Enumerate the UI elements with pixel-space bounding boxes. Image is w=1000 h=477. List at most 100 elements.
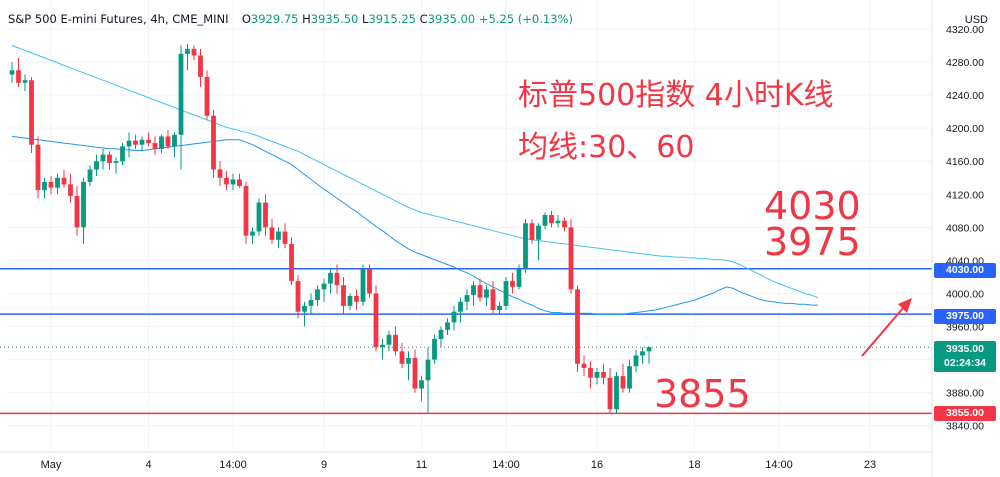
candle-body [562,220,567,228]
candle-body [360,268,366,302]
candle-body [87,169,93,182]
candle-body [633,355,639,367]
candle-body [425,359,431,381]
candle-body [334,272,340,286]
candle [250,227,255,244]
y-tick-label: 4280.00 [946,57,984,69]
candle [601,363,606,385]
candle-body [94,161,99,170]
candle-body [354,295,359,302]
annotation-3855: 3855 [654,372,751,416]
candle-body [588,367,593,378]
candle-body [282,231,288,244]
x-tick-label: 14:00 [219,459,247,471]
low-value: 3915.25 [368,12,416,26]
y-tick-label: 3840.00 [946,421,984,433]
candle [139,136,145,152]
candle-body [581,363,587,368]
candle-body [497,305,502,311]
close-label: C [419,12,428,26]
candle [204,70,210,120]
candle [191,45,197,61]
candle-body [237,179,242,187]
candle-body [178,53,184,135]
candle [633,349,639,373]
candle [438,326,444,348]
candle [484,285,489,306]
candle-body [100,154,106,162]
candle-body [575,289,580,364]
candle-body [185,48,190,54]
candle-body [152,143,158,149]
candle [113,157,119,174]
candle [159,134,164,153]
candle-body [549,214,554,224]
candle-body [9,70,15,75]
candle-body [113,161,119,163]
candle [55,173,60,195]
candle [107,151,112,170]
candle [542,212,548,230]
low-label: L [362,12,369,26]
candle-body [445,322,450,330]
candle [276,227,281,249]
candle [412,349,418,393]
candle-body [484,289,489,298]
candle [120,143,125,166]
candle [568,219,574,294]
candle-body [542,214,548,226]
x-tick-label: 14:00 [492,459,520,471]
close-value: 3935.00 [427,12,476,26]
candle [627,359,632,393]
candle-body [269,227,275,240]
y-tick-label: 3960.00 [946,322,984,334]
candle-body [263,202,268,228]
high-label: H [302,12,311,26]
x-tick-label: 9 [321,459,327,471]
candle [497,301,502,315]
candle-body [412,357,418,389]
candle-body [477,285,483,298]
candle [393,326,398,356]
candle-body [614,376,619,410]
candle [224,171,229,191]
plot-background [0,0,932,452]
candle-body [594,372,600,378]
red-arrow [861,298,912,357]
symbol-header: S&P 500 E-mini Futures, 4h, CME_MINI O39… [8,12,573,26]
chart-annotation-title: 标普500指数 4小时K线 [518,78,834,113]
candle-body [308,300,314,306]
x-tick-label: 14:00 [765,459,793,471]
candle [360,264,366,306]
candle-body [22,80,28,83]
candle [198,48,203,87]
candle-body [61,177,67,185]
candle [9,62,15,83]
candle [614,372,619,414]
candle [432,334,437,364]
y-tick-label: 4200.00 [946,123,984,135]
candle [42,177,47,199]
annotation-4030: 4030 [764,184,861,228]
candle [419,376,424,401]
candle [399,343,405,368]
candle [607,367,613,414]
candle [471,281,476,306]
candle [289,237,294,286]
x-tick-label: 23 [864,459,876,471]
y-tick-label: 4240.00 [946,90,984,102]
candle-body [406,357,411,364]
y-tick-label: 4160.00 [946,156,984,168]
arrow-shaft [861,306,905,357]
candle-body [529,223,535,240]
candle [230,173,236,191]
candle [477,278,483,302]
candle-body [386,334,392,345]
candle [549,210,554,228]
candle [126,132,132,158]
candle [243,181,249,244]
change-value: +5.25 (+0.13%) [478,12,573,26]
candle [555,214,561,228]
candle [646,346,652,364]
